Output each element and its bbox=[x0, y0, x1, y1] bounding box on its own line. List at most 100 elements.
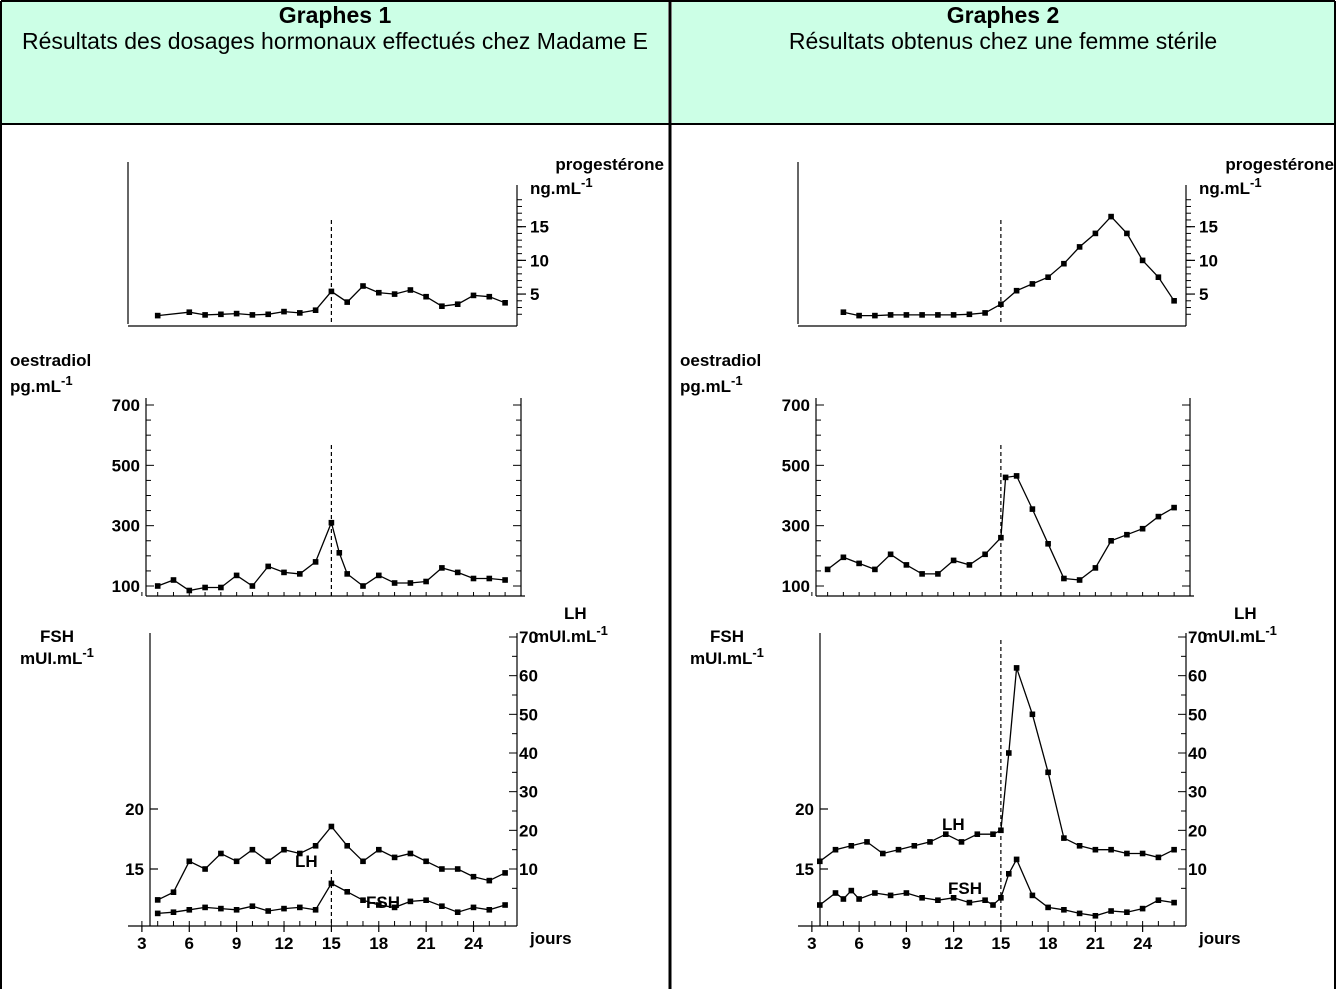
oestradiol-point bbox=[454, 569, 461, 576]
lh-tick-label: 20 bbox=[519, 821, 538, 840]
progesterone-line bbox=[157, 285, 506, 317]
lh-point bbox=[328, 823, 335, 830]
lh-line bbox=[819, 667, 1175, 862]
fsh-point bbox=[407, 898, 414, 905]
panel-subtitle: Résultats obtenus chez une femme stérile bbox=[788, 28, 1218, 54]
x-tick-label: 18 bbox=[369, 934, 388, 953]
lh-point bbox=[439, 866, 445, 872]
oestradiol-point bbox=[935, 571, 941, 577]
oestradiol-point bbox=[344, 571, 350, 577]
fsh-point bbox=[328, 880, 335, 887]
lh-point bbox=[1076, 843, 1083, 849]
lh-point bbox=[170, 889, 177, 895]
lh-point bbox=[249, 846, 256, 853]
fsh-point bbox=[1061, 907, 1067, 913]
progesterone-axis-unit: ng.mL-1 bbox=[1199, 175, 1262, 198]
oestradiol-point bbox=[391, 580, 398, 586]
progesterone-tick-label: 15 bbox=[530, 218, 549, 237]
oestradiol-axis-title: oestradiol bbox=[10, 351, 91, 370]
oestradiol-point bbox=[887, 551, 894, 558]
fsh-point bbox=[439, 903, 445, 909]
oestradiol-point bbox=[1155, 513, 1162, 520]
oestradiol-point bbox=[1002, 474, 1009, 481]
progesterone-point bbox=[1155, 274, 1162, 280]
oestradiol-tick-label: 500 bbox=[782, 456, 810, 475]
lh-point bbox=[407, 850, 414, 857]
panel-header-2: Graphes 2 Résultats obtenus chez une fem… bbox=[672, 0, 1334, 124]
fsh-point bbox=[935, 897, 941, 903]
fsh-point bbox=[281, 905, 287, 912]
oestradiol-point bbox=[154, 583, 161, 589]
lh-axis-unit: mUI.mL-1 bbox=[534, 623, 608, 646]
progesterone-point bbox=[1092, 230, 1099, 237]
fsh-point bbox=[1139, 905, 1146, 912]
progesterone-point bbox=[376, 289, 382, 296]
progesterone-point bbox=[1124, 230, 1130, 237]
progesterone-point bbox=[1139, 257, 1146, 264]
fsh-point bbox=[344, 889, 350, 895]
fsh-series-label: FSH bbox=[948, 879, 982, 898]
lh-axis-title: LH bbox=[564, 604, 587, 623]
oestradiol-point bbox=[423, 578, 429, 585]
lh-point bbox=[297, 850, 303, 857]
progesterone-tick-label: 5 bbox=[530, 285, 539, 304]
panel-header-1: Graphes 1 Résultats des dosages hormonau… bbox=[2, 0, 668, 124]
fsh-point bbox=[1029, 892, 1036, 899]
lh-point bbox=[848, 843, 855, 849]
lh-point bbox=[832, 846, 839, 853]
lh-tick-label: 20 bbox=[1188, 821, 1207, 840]
lh-axis-unit: mUI.mL-1 bbox=[1203, 623, 1277, 646]
progesterone-point bbox=[186, 309, 193, 315]
oestradiol-tick-label: 100 bbox=[782, 577, 810, 596]
x-tick-label: 18 bbox=[1039, 934, 1058, 953]
fsh-point bbox=[1092, 913, 1099, 919]
progesterone-point bbox=[312, 307, 319, 313]
fsh-point bbox=[423, 897, 429, 903]
progesterone-point bbox=[249, 312, 256, 318]
lh-point bbox=[423, 858, 429, 865]
lh-point bbox=[391, 854, 398, 861]
lh-point bbox=[864, 839, 870, 845]
oestradiol-point bbox=[297, 571, 303, 577]
x-tick-label: 9 bbox=[232, 934, 241, 953]
oestradiol-point bbox=[1139, 525, 1146, 532]
lh-point bbox=[376, 846, 382, 853]
lh-point bbox=[1124, 850, 1130, 857]
progesterone-point bbox=[423, 293, 429, 300]
progesterone-point bbox=[856, 312, 862, 319]
x-axis-unit: jours bbox=[529, 929, 572, 948]
progesterone-point bbox=[1171, 298, 1177, 304]
x-axis-unit: jours bbox=[1198, 929, 1241, 948]
lh-point bbox=[958, 839, 965, 845]
lh-point bbox=[265, 858, 271, 865]
fsh-point bbox=[360, 897, 366, 903]
progesterone-point bbox=[982, 310, 988, 316]
progesterone-point bbox=[218, 311, 224, 318]
progesterone-point bbox=[887, 312, 894, 318]
fsh-point bbox=[202, 904, 208, 911]
oestradiol-point bbox=[856, 560, 862, 567]
fsh-point bbox=[154, 910, 161, 917]
progesterone-tick-label: 5 bbox=[1199, 285, 1208, 304]
x-tick-label: 24 bbox=[1133, 934, 1152, 953]
fsh-point bbox=[1045, 904, 1051, 911]
oestradiol-point bbox=[265, 563, 271, 570]
fsh-tick-label: 20 bbox=[125, 800, 144, 819]
lh-tick-label: 60 bbox=[1188, 667, 1207, 686]
progesterone-point bbox=[1108, 213, 1114, 220]
progesterone-point bbox=[439, 303, 445, 309]
fsh-point bbox=[391, 904, 398, 911]
oestradiol-point bbox=[903, 562, 910, 568]
oestradiol-point bbox=[966, 562, 973, 568]
fsh-point bbox=[990, 902, 996, 908]
fsh-point bbox=[297, 904, 303, 911]
fsh-point bbox=[840, 896, 847, 902]
fsh-point bbox=[872, 890, 878, 896]
x-tick-label: 12 bbox=[944, 934, 963, 953]
x-tick-label: 9 bbox=[902, 934, 911, 953]
lh-point bbox=[1029, 711, 1036, 718]
x-tick-label: 21 bbox=[1086, 934, 1105, 953]
fsh-point bbox=[186, 907, 193, 913]
oestradiol-point bbox=[919, 571, 925, 577]
